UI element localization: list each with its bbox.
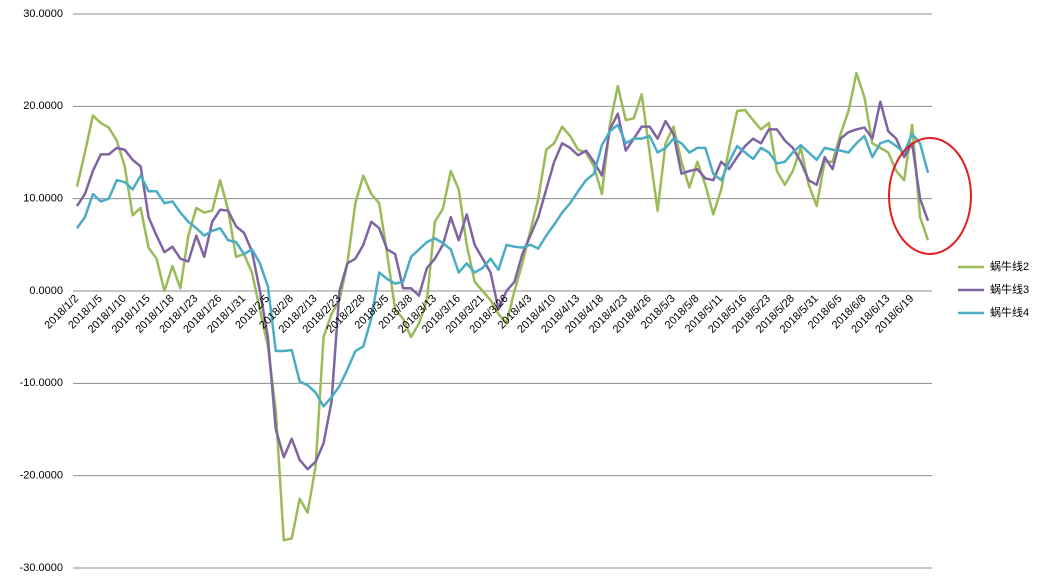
legend-label: 蜗牛线4 — [990, 305, 1029, 319]
y-tick-label: -30.0000 — [20, 562, 63, 574]
y-tick-label: 20.0000 — [23, 100, 63, 112]
y-tick-label: -20.0000 — [20, 470, 63, 482]
y-tick-label: 30.0000 — [23, 8, 63, 20]
highlight-circle — [888, 137, 972, 255]
series-line — [75, 123, 930, 408]
series-line — [75, 71, 930, 542]
y-tick-label: 0.0000 — [29, 285, 63, 297]
y-tick-label: -10.0000 — [20, 377, 63, 389]
legend-label: 蜗牛线2 — [990, 259, 1029, 273]
series-line — [75, 100, 930, 471]
legend-label: 蜗牛线3 — [990, 282, 1029, 296]
y-tick-label: 10.0000 — [23, 193, 63, 205]
